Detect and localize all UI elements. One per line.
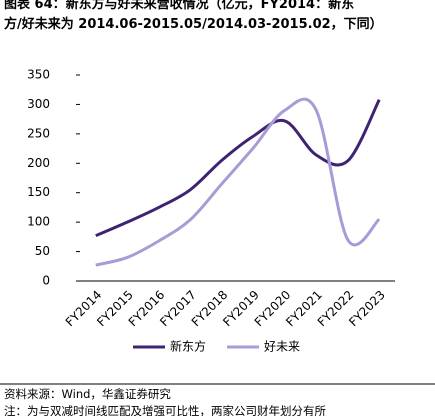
chart-title: 图表 64：新东方与好未来营收情况（亿元，FY2014：新东 — [4, 0, 354, 12]
y-tick-label: 200 — [27, 156, 50, 170]
y-tick-label: 150 — [27, 185, 50, 199]
series-line — [95, 97, 381, 267]
series-line — [95, 99, 381, 238]
y-tick-label: 100 — [27, 215, 50, 229]
legend-label: 好未来 — [264, 340, 300, 354]
y-tick-label: 250 — [27, 126, 50, 140]
legend-label: 新东方 — [170, 339, 206, 354]
chart-title: 方/好未来为 2014.06-2015.05/2014.03-2015.02，下… — [4, 16, 383, 32]
source: 资料来源：Wind，华鑫证券研究 — [4, 387, 171, 401]
y-tick-label: 0 — [42, 274, 50, 288]
note: 注：为与双减时间线匹配及增强可比性，两家公司财年划分有所 — [4, 404, 326, 416]
y-tick-label: 50 — [35, 244, 50, 258]
y-tick-label: 350 — [27, 68, 50, 82]
y-tick-label: 300 — [27, 97, 50, 111]
